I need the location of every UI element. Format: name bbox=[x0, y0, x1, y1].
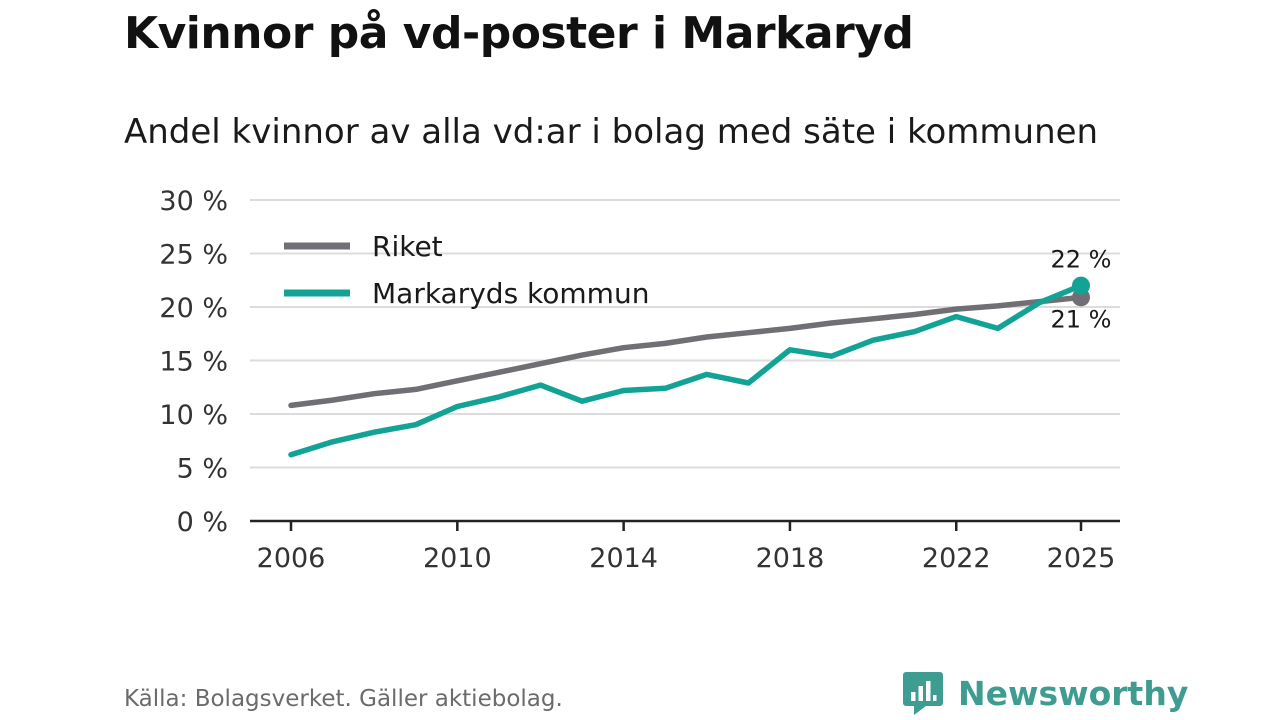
newsworthy-logo-icon bbox=[903, 672, 943, 715]
end-label-markaryd: 22 % bbox=[1051, 246, 1112, 274]
series-line-riket bbox=[288, 294, 1084, 409]
line-chart: 0 %5 %10 %15 %20 %25 %30 % 2006 2010 2014 2… bbox=[159, 186, 1120, 574]
x-tick-label: 2006 bbox=[257, 543, 326, 574]
series-endpoints: 21 % 22 % bbox=[1051, 246, 1112, 334]
x-tick-label: 2014 bbox=[589, 543, 658, 574]
endpoint-markaryd bbox=[1072, 276, 1090, 295]
legend-label-markaryd: Markaryds kommun bbox=[372, 277, 649, 310]
y-axis-ticks: 0 % 5 % 10 % 15 % 20 % 25 % 30 % bbox=[159, 186, 228, 538]
chart-subtitle: Andel kvinnor av alla vd:ar i bolag med … bbox=[124, 112, 1099, 152]
x-tick-label: 2010 bbox=[423, 543, 492, 574]
y-tick-label: 30 % bbox=[159, 186, 228, 217]
chart-title: Kvinnor på vd-poster i Markaryd bbox=[124, 8, 914, 59]
y-tick-label: 0 % bbox=[177, 507, 228, 538]
x-tick-label: 2018 bbox=[756, 543, 825, 574]
legend-label-riket: Riket bbox=[372, 230, 443, 263]
x-tick-label: 2022 bbox=[922, 543, 991, 574]
y-tick-label: 25 % bbox=[159, 240, 228, 271]
y-tick-label: 10 % bbox=[159, 400, 228, 431]
y-tick-label: 15 % bbox=[159, 347, 228, 378]
newsworthy-brand[interactable]: Newsworthy bbox=[902, 670, 1188, 716]
series-line-markaryd bbox=[288, 282, 1084, 458]
series-lines bbox=[288, 282, 1084, 458]
legend: Riket Markaryds kommun bbox=[284, 230, 649, 310]
y-tick-label: 5 % bbox=[177, 454, 228, 485]
end-label-riket: 21 % bbox=[1051, 305, 1112, 333]
x-axis-ticks: 2006 2010 2014 2018 2022 2025 bbox=[257, 521, 1116, 574]
y-tick-label: 20 % bbox=[159, 293, 228, 324]
source-note: Källa: Bolagsverket. Gäller aktiebolag. bbox=[124, 686, 563, 712]
brand-name: Newsworthy bbox=[958, 673, 1189, 713]
x-tick-label: 2025 bbox=[1047, 543, 1116, 574]
